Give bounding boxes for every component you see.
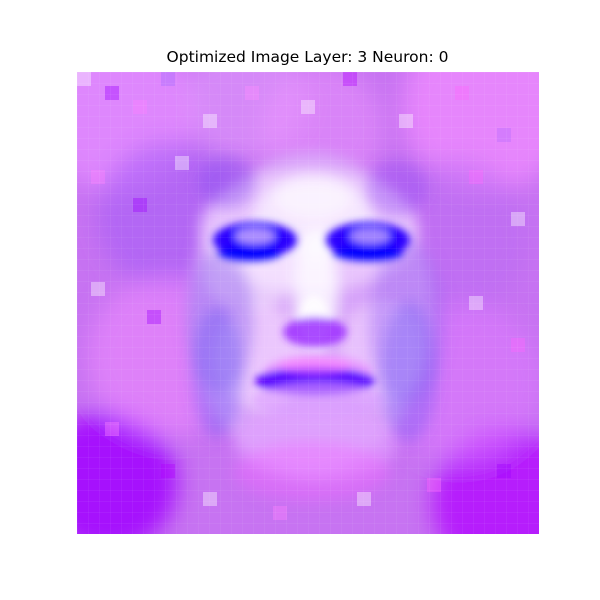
- figure-title: Optimized Image Layer: 3 Neuron: 0: [166, 48, 449, 66]
- optimized-image: [77, 72, 539, 534]
- pixel-grid: [77, 72, 539, 534]
- optimized-image-canvas: [77, 72, 539, 534]
